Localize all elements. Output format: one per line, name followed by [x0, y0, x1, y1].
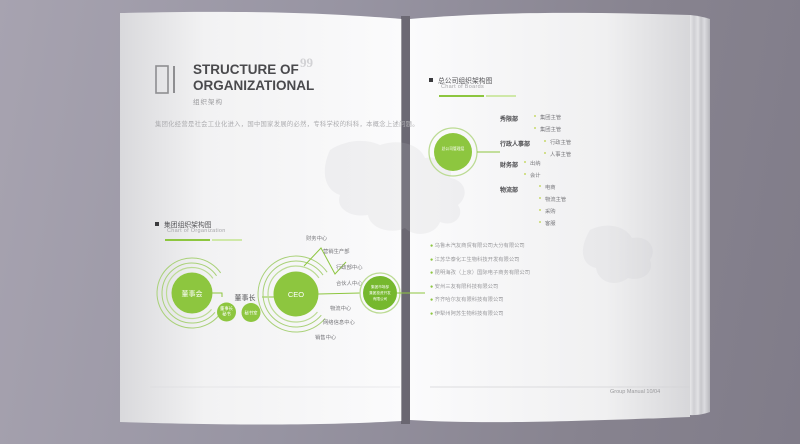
- svg-text:采购: 采购: [545, 207, 556, 215]
- svg-text:CEO: CEO: [288, 290, 304, 299]
- svg-text:行政部中心: 行政部中心: [336, 263, 363, 271]
- svg-text:人事主管: 人事主管: [550, 150, 571, 158]
- svg-text:秘书: 秘书: [222, 311, 231, 318]
- svg-text:集团投资开发: 集团投资开发: [369, 290, 391, 295]
- svg-text:财务部: 财务部: [499, 161, 518, 169]
- svg-text:出纳: 出纳: [530, 159, 541, 167]
- svg-text:有限公司: 有限公司: [373, 296, 388, 301]
- svg-text:销售中心: 销售中心: [315, 333, 337, 341]
- svg-text:物流主管: 物流主管: [545, 195, 566, 203]
- svg-text:行政人事部: 行政人事部: [499, 140, 530, 148]
- svg-text:集团主管: 集团主管: [540, 125, 561, 133]
- svg-text:董事会: 董事会: [182, 289, 203, 298]
- svg-text:行政主管: 行政主管: [550, 138, 571, 146]
- svg-text:客服: 客服: [545, 219, 556, 227]
- svg-text:营销生产部: 营销生产部: [323, 247, 350, 255]
- svg-text:秘书室: 秘书室: [245, 310, 259, 317]
- svg-text:合伙人中心: 合伙人中心: [336, 279, 363, 287]
- svg-text:总公司管理层: 总公司管理层: [442, 146, 465, 151]
- svg-text:电商: 电商: [545, 183, 556, 191]
- svg-text:网络信息中心: 网络信息中心: [323, 318, 355, 326]
- svg-text:集团主管: 集团主管: [540, 113, 561, 121]
- svg-text:财务中心: 财务中心: [306, 234, 328, 242]
- svg-text:集团市场部: 集团市场部: [371, 284, 389, 289]
- svg-text:会计: 会计: [530, 171, 541, 179]
- svg-text:物流部: 物流部: [500, 186, 518, 194]
- svg-text:董事长: 董事长: [235, 293, 256, 302]
- svg-text:物流中心: 物流中心: [330, 304, 352, 312]
- svg-text:秀限部: 秀限部: [499, 115, 518, 123]
